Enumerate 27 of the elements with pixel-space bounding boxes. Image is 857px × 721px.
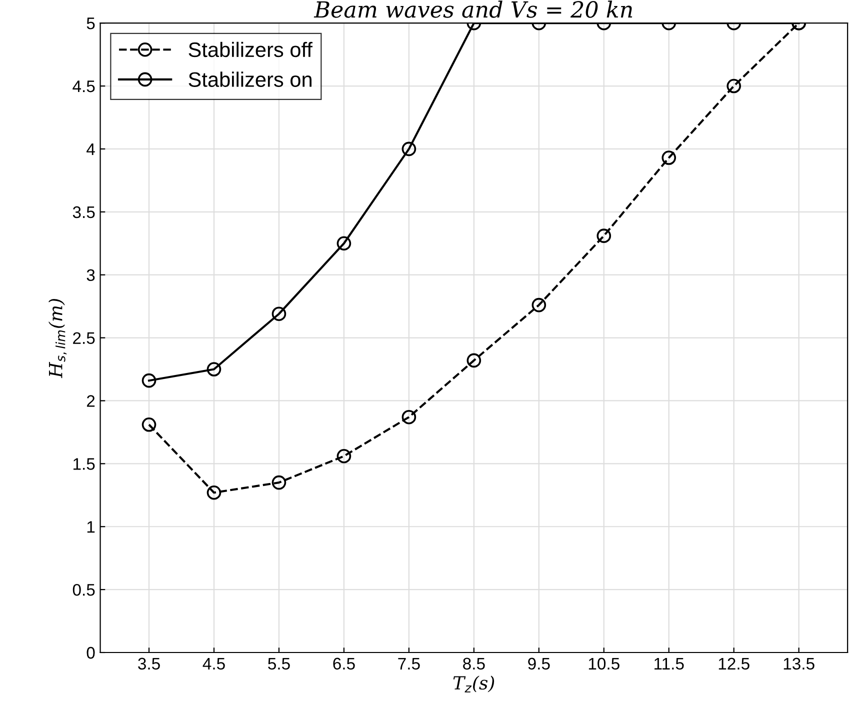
x-tick-label: 8.5 bbox=[463, 658, 485, 670]
x-tick-label: 5.5 bbox=[268, 658, 290, 670]
x-tick-label: 12.5 bbox=[718, 658, 750, 670]
x-tick-label: 11.5 bbox=[654, 658, 684, 670]
x-tick-label: 13.5 bbox=[784, 658, 814, 670]
y-tick-label: 1.5 bbox=[74, 458, 95, 470]
y-tick-label: 0 bbox=[86, 646, 95, 659]
x-tick-label: 7.5 bbox=[398, 658, 420, 670]
y-tick-label: 1 bbox=[87, 521, 95, 533]
y-tick-label: 3 bbox=[86, 269, 95, 282]
y-tick-label: 3.5 bbox=[72, 206, 95, 218]
y-tick-label: 4.5 bbox=[72, 80, 95, 92]
chart-title: Beam waves and Vs = 20 kn bbox=[314, 0, 632, 18]
x-tick-label: 4.5 bbox=[202, 658, 225, 670]
x-axis-title: T$_{z}$(s) bbox=[453, 676, 494, 692]
x-tick-label: 6.5 bbox=[333, 658, 355, 670]
y-tick-label: 0.5 bbox=[72, 584, 95, 596]
y-axis-title: H$_{s,lim}$(m) bbox=[48, 298, 67, 378]
y-tick-label: 4 bbox=[86, 144, 95, 155]
y-tick-label: 2 bbox=[86, 395, 95, 407]
x-tick-label: 3.5 bbox=[138, 658, 160, 670]
legend-label: Stabilizers on bbox=[188, 72, 312, 87]
y-tick-label: 2.5 bbox=[73, 332, 95, 344]
legend-label: Stabilizers off bbox=[188, 42, 312, 58]
y-tick-label: 5 bbox=[86, 18, 95, 30]
x-tick-label: 10.5 bbox=[588, 658, 620, 670]
x-tick-label: 9.5 bbox=[528, 658, 550, 670]
